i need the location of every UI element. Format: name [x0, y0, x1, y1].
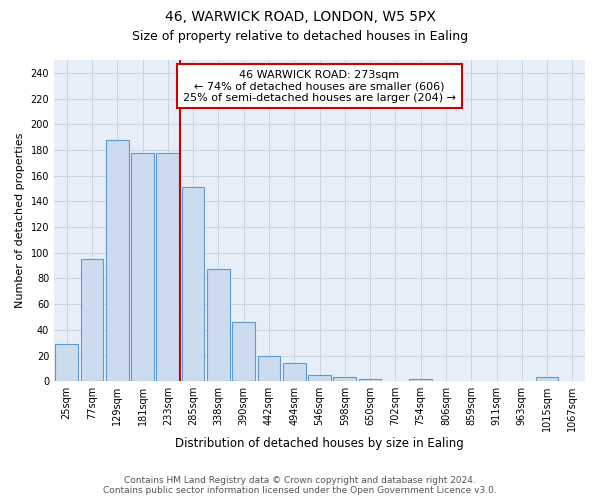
Bar	[359, 378, 382, 381]
Text: 46 WARWICK ROAD: 273sqm
← 74% of detached houses are smaller (606)
25% of semi-d: 46 WARWICK ROAD: 273sqm ← 74% of detache…	[183, 70, 456, 103]
Bar	[308, 375, 331, 381]
Bar	[106, 140, 128, 381]
Bar	[257, 356, 280, 381]
Bar	[55, 344, 78, 381]
Bar	[283, 363, 305, 381]
Bar	[409, 378, 432, 381]
Bar	[536, 378, 559, 381]
Bar	[334, 378, 356, 381]
Text: 46, WARWICK ROAD, LONDON, W5 5PX: 46, WARWICK ROAD, LONDON, W5 5PX	[164, 10, 436, 24]
Bar	[182, 187, 205, 381]
Bar	[232, 322, 255, 381]
Y-axis label: Number of detached properties: Number of detached properties	[15, 133, 25, 308]
Text: Size of property relative to detached houses in Ealing: Size of property relative to detached ho…	[132, 30, 468, 43]
Bar	[207, 270, 230, 381]
Bar	[80, 259, 103, 381]
Text: Contains HM Land Registry data © Crown copyright and database right 2024.
Contai: Contains HM Land Registry data © Crown c…	[103, 476, 497, 495]
X-axis label: Distribution of detached houses by size in Ealing: Distribution of detached houses by size …	[175, 437, 464, 450]
Bar	[157, 152, 179, 381]
Bar	[131, 152, 154, 381]
